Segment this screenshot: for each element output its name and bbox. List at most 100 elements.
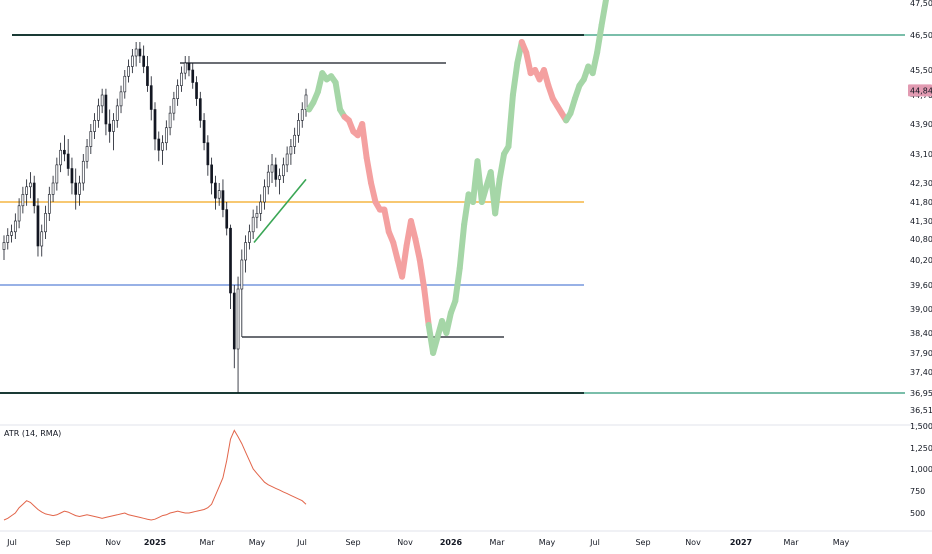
candle — [217, 183, 221, 206]
price-axis[interactable]: 47,50046,50045,50044,70043,90043,10042,3… — [908, 0, 932, 415]
candle-body — [115, 105, 119, 121]
candle-body — [51, 182, 55, 195]
time-tick-label: Nov — [397, 538, 413, 547]
time-tick-label: Nov — [105, 538, 121, 547]
projection-segment — [509, 60, 521, 98]
candle-body — [176, 85, 179, 99]
candle — [112, 113, 115, 151]
candle-body — [210, 164, 213, 184]
candle-body — [282, 164, 285, 177]
projection-segment — [505, 92, 516, 150]
indicator-axis[interactable]: 1,500 1,250 1,000 750 500 — [910, 422, 932, 518]
main-pane[interactable] — [0, 0, 932, 426]
candle-body — [100, 94, 104, 107]
candle-body — [266, 171, 270, 188]
candle — [304, 88, 308, 117]
candle — [202, 113, 206, 151]
price-tick-label: 46,500 — [910, 31, 932, 40]
candle — [51, 175, 55, 202]
indicator-tick-label: 750 — [910, 487, 925, 496]
candle-body — [93, 120, 96, 132]
candle — [180, 66, 183, 92]
indicator-tick-label: 1,500 — [910, 422, 932, 431]
time-axis[interactable]: Jul Sep Nov 2025 Mar May Jul Sep Nov 2026 Mar May Ju… — [0, 530, 932, 547]
indicator-tick-label: 500 — [910, 509, 925, 518]
time-tick-label: 2025 — [144, 538, 167, 547]
candle-body — [187, 62, 191, 71]
candle — [2, 235, 6, 260]
price-tick-label: 39,600 — [910, 281, 932, 290]
projection-segment — [461, 191, 472, 228]
projection-segment — [363, 154, 375, 186]
price-tick-label: 40,800 — [910, 235, 932, 244]
candle-body — [297, 120, 300, 136]
price-tick-label: 43,100 — [910, 150, 932, 159]
candle-body — [85, 146, 89, 162]
candle — [297, 113, 300, 143]
candle — [134, 42, 138, 67]
projection-segment — [594, 22, 605, 56]
candle-body — [221, 190, 225, 210]
candle — [85, 139, 89, 169]
candle — [142, 45, 146, 74]
candle — [131, 49, 134, 74]
projection-segment — [412, 236, 423, 263]
candle-body — [146, 66, 149, 86]
projection-segment — [456, 221, 468, 272]
price-tick-label: 37,900 — [910, 349, 932, 358]
candle — [47, 186, 51, 221]
candle-body — [25, 186, 28, 195]
projection-segment — [368, 180, 379, 205]
candle-body — [214, 182, 217, 199]
candle-body — [289, 146, 293, 155]
price-tick-label: 41,300 — [910, 217, 932, 226]
candle — [100, 88, 104, 114]
projection-segment — [443, 310, 454, 336]
time-tick-label: Mar — [199, 538, 215, 547]
candle — [168, 105, 172, 136]
projection-segment — [359, 121, 370, 161]
price-tick-label: 45,500 — [910, 66, 932, 75]
time-tick-label: 2027 — [730, 538, 752, 547]
price-tick-label: 42,300 — [910, 179, 932, 188]
candle — [89, 124, 93, 154]
projection-segment — [381, 206, 392, 235]
candle-body — [198, 98, 202, 121]
projection-segment — [399, 243, 410, 280]
candle-body — [304, 94, 308, 110]
candle — [274, 157, 278, 187]
candle-body — [300, 109, 304, 121]
candle-body — [32, 182, 36, 207]
candle-body — [13, 220, 17, 233]
candle-body — [285, 153, 289, 166]
trendline — [253, 178, 307, 244]
candle — [229, 224, 232, 309]
candle — [17, 198, 21, 229]
candle-body — [255, 213, 259, 218]
projection-segment — [452, 265, 463, 304]
time-tick-label: Mar — [489, 538, 505, 547]
candle — [244, 235, 247, 273]
candle-body — [131, 55, 134, 67]
candle — [172, 91, 176, 121]
candle — [187, 56, 191, 77]
candle — [119, 85, 123, 114]
candle-body — [44, 213, 47, 233]
time-tick-label: Nov — [685, 538, 701, 547]
indicator-pane[interactable] — [3, 429, 307, 521]
candle — [81, 154, 85, 191]
candle — [198, 91, 202, 128]
candle — [164, 120, 168, 151]
candle-body — [263, 186, 266, 203]
time-tick-label: Sep — [345, 538, 360, 547]
atr-line — [3, 429, 307, 521]
candle — [149, 76, 153, 121]
candle-body — [180, 72, 183, 86]
candle-body — [55, 164, 59, 184]
candle-body — [183, 62, 187, 74]
candle — [74, 168, 78, 210]
price-tick-label: 38,400 — [910, 329, 932, 338]
candle-body — [161, 142, 164, 151]
